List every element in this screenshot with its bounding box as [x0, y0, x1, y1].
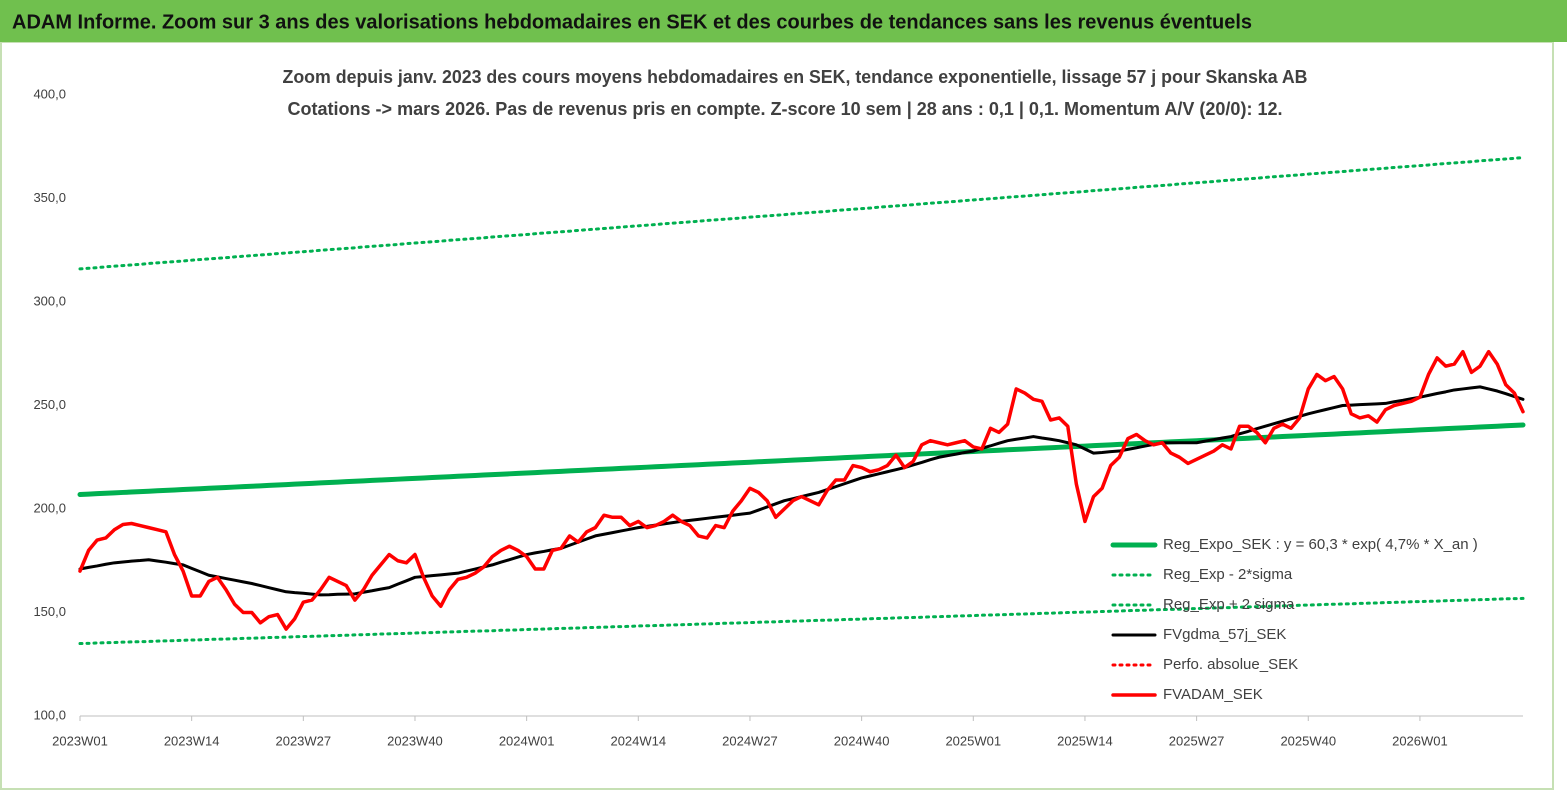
x-tick-label: 2025W14 — [1057, 733, 1113, 748]
x-tick-label: 2025W01 — [945, 733, 1001, 748]
chart-subtitle: Cotations -> mars 2026. Pas de revenus p… — [288, 99, 1283, 119]
header-title: ADAM Informe. Zoom sur 3 ans des valoris… — [12, 11, 1252, 33]
x-tick-label: 2024W27 — [722, 733, 778, 748]
x-tick-label: 2026W01 — [1392, 733, 1448, 748]
legend-label: FVgdma_57j_SEK — [1163, 626, 1286, 643]
chart-title: Zoom depuis janv. 2023 des cours moyens … — [283, 67, 1308, 87]
x-tick-label: 2024W01 — [499, 733, 555, 748]
x-tick-label: 2023W40 — [387, 733, 443, 748]
legend-label: Perfo. absolue_SEK — [1163, 656, 1298, 673]
y-tick-label: 350,0 — [33, 190, 66, 205]
legend-label: Reg_Exp + 2 sigma — [1163, 596, 1295, 613]
series-line — [78, 596, 1525, 646]
y-tick-label: 300,0 — [33, 293, 66, 308]
y-tick-label: 400,0 — [33, 86, 66, 101]
series-line — [78, 349, 1525, 631]
header-band — [0, 0, 1567, 42]
x-tick-label: 2025W27 — [1169, 733, 1225, 748]
x-tick-label: 2023W27 — [275, 733, 331, 748]
y-tick-label: 250,0 — [33, 397, 66, 412]
x-tick-label: 2025W40 — [1280, 733, 1336, 748]
x-tick-label: 2023W14 — [164, 733, 220, 748]
legend-label: Reg_Exp - 2*sigma — [1163, 566, 1293, 583]
y-tick-label: 100,0 — [33, 707, 66, 722]
x-tick-label: 2024W14 — [610, 733, 666, 748]
legend-label: FVADAM_SEK — [1163, 686, 1263, 703]
y-tick-label: 150,0 — [33, 604, 66, 619]
y-tick-label: 200,0 — [33, 500, 66, 515]
series-line — [78, 156, 1525, 271]
x-tick-label: 2024W40 — [834, 733, 890, 748]
x-tick-label: 2023W01 — [52, 733, 108, 748]
series-line — [77, 422, 1526, 498]
legend-label: Reg_Expo_SEK : y = 60,3 * exp( 4,7% * X_… — [1163, 536, 1478, 553]
